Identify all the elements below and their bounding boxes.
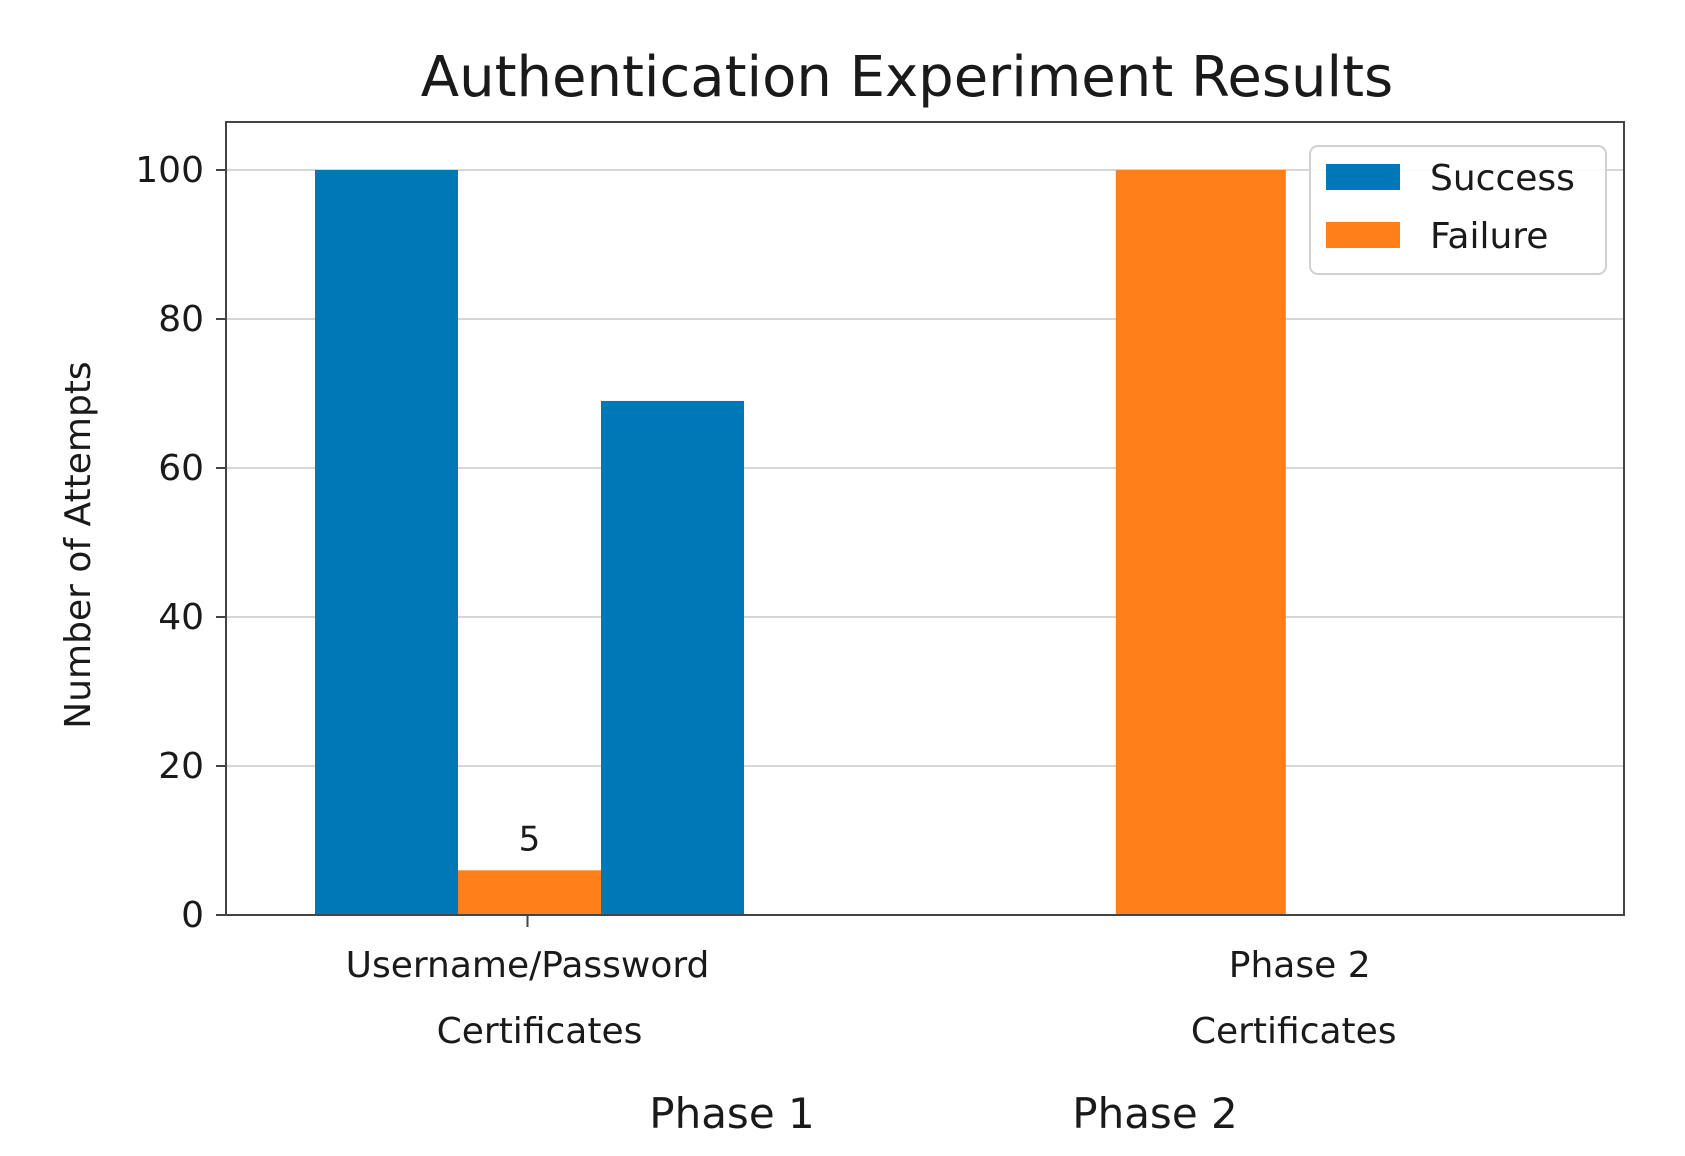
legend-label-success: Success	[1430, 158, 1575, 199]
legend-swatch-success	[1326, 164, 1400, 190]
x-tick-label-row2: Certificates	[437, 1011, 643, 1052]
y-tick-label: 80	[158, 299, 204, 340]
y-tick-label: 0	[181, 895, 204, 936]
x-ticks: Username/Password Certificates Phase 2 Cert…	[346, 915, 1397, 1052]
legend: Success Failure	[1309, 145, 1607, 275]
bar-value-label: 5	[519, 819, 541, 859]
group-label-phase-1: Phase 1	[649, 1089, 814, 1138]
data-labels: 5	[519, 819, 541, 859]
x-tick-label-row1: Phase 2	[1229, 945, 1371, 986]
bar-success-0	[315, 170, 458, 915]
bars	[315, 170, 1286, 915]
bar-success-2	[601, 400, 744, 915]
plot-frame	[225, 121, 1625, 916]
y-tick-label: 100	[135, 150, 204, 191]
bar-failure-1	[458, 870, 601, 915]
chart-title: Authentication Experiment Results	[421, 45, 1393, 110]
bar-failure-3	[1115, 170, 1286, 915]
group-label-phase-2: Phase 2	[1072, 1089, 1237, 1138]
legend-label-failure: Failure	[1430, 216, 1548, 257]
y-axis-label: Number of Attempts	[58, 361, 99, 728]
x-tick-label-row1: Username/Password	[346, 945, 710, 986]
x-tick-label-row2: Certificates	[1191, 1011, 1397, 1052]
y-tick-label: 60	[158, 448, 204, 489]
y-tick-label: 40	[158, 597, 204, 638]
gridlines	[226, 169, 1624, 767]
legend-swatch-failure	[1326, 222, 1400, 248]
y-tick-label: 20	[158, 746, 204, 787]
y-ticks: 0 20 40 60 80 100	[135, 150, 226, 936]
